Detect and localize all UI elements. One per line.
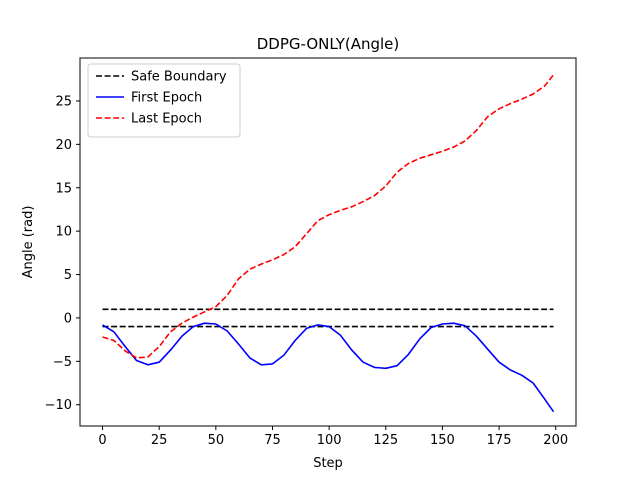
x-tick-label: 175: [487, 433, 512, 448]
legend-label-first-epoch: First Epoch: [131, 91, 202, 106]
y-tick-label: 5: [64, 268, 72, 283]
x-tick-label: 75: [264, 433, 281, 448]
y-tick-label: 20: [55, 138, 72, 153]
y-tick-label: 10: [55, 225, 72, 240]
x-tick-label: 125: [373, 433, 398, 448]
y-tick-label: 0: [64, 311, 72, 326]
plot-area: 0 25 50 75 100 125 150 175 200 −10 −5 0 5 10 15 20 25: [45, 57, 577, 448]
legend-label-last-epoch: Last Epoch: [131, 112, 202, 127]
y-tick-label: 25: [55, 94, 72, 109]
y-axis-title: Angle (rad): [21, 206, 36, 279]
x-tick-label: 150: [430, 433, 455, 448]
chart-title: DDPG-ONLY(Angle): [257, 35, 400, 53]
legend-box: [87, 63, 241, 138]
x-tick-label: 50: [208, 433, 225, 448]
x-tick-label: 200: [543, 433, 568, 448]
y-tick-label: −10: [45, 398, 72, 413]
legend-label-safe-boundary: Safe Boundary: [131, 70, 227, 85]
y-tick-label: 15: [55, 181, 72, 196]
axes-frame: [79, 57, 577, 427]
x-axis-title: Step: [313, 456, 343, 471]
series-line-last-epoch-3: [102, 74, 555, 359]
legend: Safe Boundary First Epoch Last Epoch: [87, 63, 241, 138]
x-tick-label: 25: [151, 433, 168, 448]
y-tick-label: −5: [53, 355, 72, 370]
x-tick-label: 0: [98, 433, 106, 448]
x-tick-label: 100: [317, 433, 342, 448]
series-line-first-epoch-2: [102, 322, 555, 413]
